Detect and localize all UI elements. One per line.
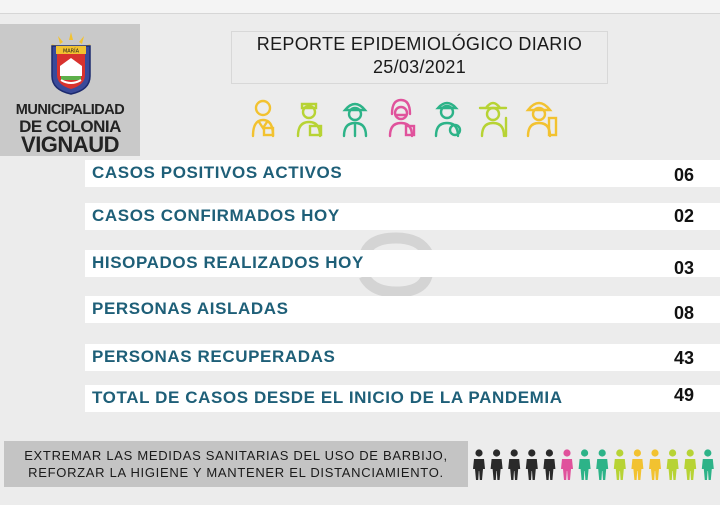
- logo-ribbon-text: MARÍA: [63, 48, 80, 55]
- person-icon: [508, 449, 521, 480]
- doctor-icon: [251, 99, 275, 138]
- person-icon: [578, 449, 591, 480]
- coat-of-arms-icon: MARÍA: [51, 32, 91, 95]
- medic-icon: [434, 101, 462, 138]
- person-icon: [525, 449, 538, 480]
- person-icon: [561, 449, 573, 480]
- stat-value: 06: [673, 165, 694, 185]
- logo-line-1: MUNICIPALIDAD: [15, 102, 125, 118]
- report-header: REPORTE EPIDEMIOLÓGICO DIARIO 25/03/2021: [231, 31, 608, 84]
- farmer-icon: [478, 101, 508, 138]
- stat-value: 08: [673, 303, 694, 323]
- health-worker-icon: [388, 98, 416, 138]
- worker-icons: [251, 98, 558, 138]
- person-icon: [596, 449, 609, 480]
- banner-line-2: REFORZAR LA HIGIENE Y MANTENER EL DISTAN…: [28, 465, 444, 480]
- stat-row-isolated: PERSONAS AISLADAS 08: [85, 296, 720, 323]
- engineer-icon: [342, 102, 368, 138]
- prevention-banner: EXTREMAR LAS MEDIDAS SANITARIAS DEL USO …: [4, 441, 468, 487]
- nurse-icon: [296, 102, 323, 138]
- person-icon: [490, 449, 503, 480]
- stat-row-recovered: PERSONAS RECUPERADAS 43: [85, 344, 720, 371]
- stat-row-confirmed-today: CASOS CONFIRMADOS HOY 02: [85, 203, 720, 230]
- logo-line-2: DE COLONIA: [19, 117, 121, 136]
- person-icon: [543, 449, 556, 480]
- stat-value: 02: [673, 206, 694, 226]
- person-icon: [666, 449, 679, 480]
- banner-line-1: EXTREMAR LAS MEDIDAS SANITARIAS DEL USO …: [24, 448, 448, 463]
- report-date: 25/03/2021: [372, 57, 467, 77]
- stat-value: 43: [673, 348, 694, 368]
- report-title: REPORTE EPIDEMIOLÓGICO DIARIO: [256, 34, 583, 54]
- stat-value: 03: [673, 258, 694, 278]
- stat-row-active-cases: CASOS POSITIVOS ACTIVOS 06: [85, 160, 720, 187]
- person-icon: [684, 449, 697, 480]
- person-icon: [649, 449, 661, 480]
- stat-row-swabs-today: HISOPADOS REALIZADOS HOY 03: [85, 250, 720, 278]
- top-bar: [0, 0, 720, 14]
- stat-label: PERSONAS AISLADAS: [92, 299, 289, 318]
- stat-label: CASOS POSITIVOS ACTIVOS: [92, 163, 343, 182]
- logo-line-3: VIGNAUD: [21, 132, 119, 157]
- firefighter-icon: [525, 101, 558, 138]
- person-icon: [613, 449, 626, 480]
- stat-label: CASOS CONFIRMADOS HOY: [92, 206, 340, 225]
- stat-label: TOTAL DE CASOS DESDE EL INICIO DE LA PAN…: [92, 388, 563, 407]
- municipality-logo: MARÍA MUNICIPALIDAD DE COLONIA VIGNAUD: [0, 24, 140, 157]
- people-icons: [473, 449, 714, 480]
- stat-label: HISOPADOS REALIZADOS HOY: [92, 253, 364, 272]
- stat-value: 49: [673, 385, 694, 405]
- person-icon: [631, 449, 644, 480]
- person-icon: [701, 449, 714, 480]
- stat-label: PERSONAS RECUPERADAS: [92, 347, 336, 366]
- stat-row-total-cases: TOTAL DE CASOS DESDE EL INICIO DE LA PAN…: [85, 385, 720, 412]
- person-icon: [473, 449, 485, 480]
